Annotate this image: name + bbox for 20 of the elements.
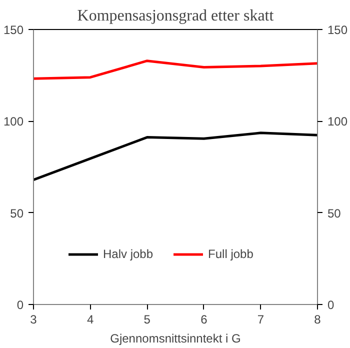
line-series <box>34 132 318 182</box>
x-tick-label: 6 <box>200 312 208 326</box>
x-tick-label: 7 <box>257 312 264 326</box>
chart-title: Kompensasjonsgrad etter skatt <box>77 8 274 24</box>
y2-tick-label: 100 <box>328 114 348 129</box>
x-tick-label: 5 <box>144 312 151 326</box>
legend-label: Full jobb <box>208 247 254 261</box>
legend-label: Halv jobb <box>103 247 154 261</box>
y2-tick-label: 150 <box>328 23 348 37</box>
x-tick-label: 8 <box>314 312 322 326</box>
y-tick-label: 150 <box>3 23 24 37</box>
y2-tick-label: 0 <box>328 298 334 312</box>
y-tick-label: 0 <box>16 298 24 312</box>
x-tick-label: 3 <box>30 312 38 326</box>
x-axis-title: Gjennomsnittsinntekt i G <box>110 332 241 346</box>
y-tick-label: 100 <box>3 114 24 129</box>
line-series <box>34 60 318 80</box>
y2-tick-label: 50 <box>328 206 342 220</box>
y-tick-label: 50 <box>10 206 24 220</box>
x-tick-label: 4 <box>86 312 94 326</box>
